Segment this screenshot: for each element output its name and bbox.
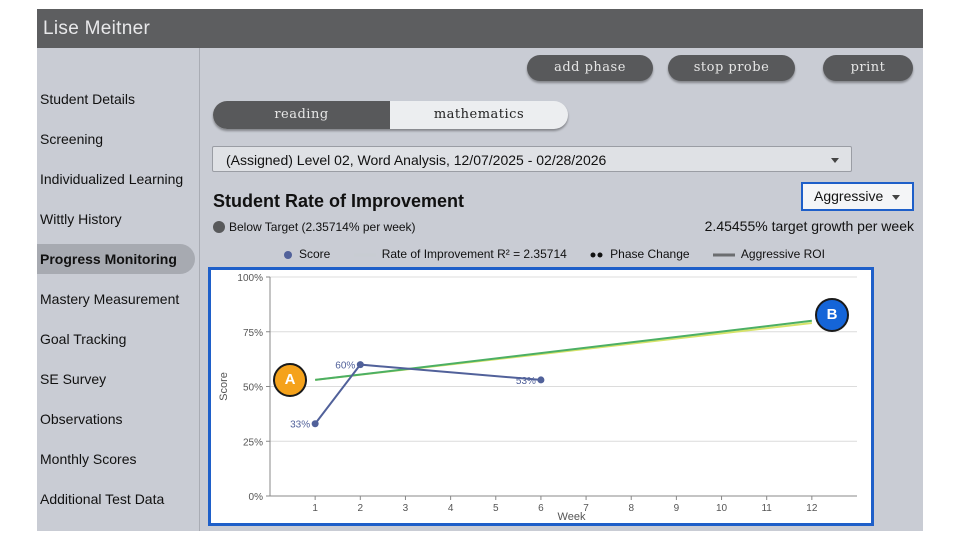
print-button[interactable]: print <box>823 55 913 81</box>
x-axis-title: Week <box>558 511 586 523</box>
chevron-down-icon <box>892 195 900 200</box>
target-growth: 2.45455% target growth per week <box>704 218 914 234</box>
x-tick-label: 8 <box>628 503 634 514</box>
add-phase-button[interactable]: add phase <box>527 55 653 81</box>
x-tick-label: 3 <box>403 503 409 514</box>
x-tick-label: 5 <box>493 503 499 514</box>
sidebar: Student Details Screening Individualized… <box>37 48 200 531</box>
roi-line-icon <box>353 253 376 257</box>
y-tick-label: 75% <box>243 328 263 339</box>
y-tick-label: 25% <box>243 437 263 448</box>
sidebar-item-additional-test-data[interactable]: Additional Test Data <box>40 491 165 507</box>
score-dot-icon <box>284 250 292 259</box>
assessment-select[interactable]: (Assigned) Level 02, Word Analysis, 12/0… <box>212 146 852 172</box>
x-tick-label: 10 <box>716 503 728 514</box>
aggressive-line-icon <box>712 253 735 257</box>
roi-status-text: Below Target (2.35714% per week) <box>229 220 416 234</box>
y-tick-label: 50% <box>243 383 263 394</box>
chart-legend: Score Rate of Improvement R² = 2.35714 P… <box>283 247 845 261</box>
roi-status: Below Target (2.35714% per week) <box>213 220 416 234</box>
x-tick-label: 7 <box>583 503 589 514</box>
student-name-title: Lise Meitner <box>37 9 923 48</box>
sidebar-item-individualized-learning[interactable]: Individualized Learning <box>40 171 184 187</box>
marker-a[interactable]: A <box>273 363 307 397</box>
section-title: Student Rate of Improvement <box>213 191 465 211</box>
score-data-label: 60% <box>335 361 355 372</box>
sidebar-item-screening[interactable]: Screening <box>40 131 104 147</box>
legend-label-score: Score <box>299 247 331 261</box>
aggressive-roi-line <box>315 319 812 381</box>
score-data-label: 53% <box>516 376 536 387</box>
legend-item-aggressive: Aggressive ROI <box>712 247 825 261</box>
x-tick-label: 11 <box>761 503 772 514</box>
sidebar-item-wittly-history[interactable]: Wittly History <box>40 211 122 227</box>
y-axis-title: Score <box>218 372 230 401</box>
score-point <box>537 376 545 384</box>
sidebar-item-monthly-scores[interactable]: Monthly Scores <box>40 451 137 467</box>
app-window: Lise Meitner Student Details Screening I… <box>37 9 923 531</box>
stop-probe-button[interactable]: stop probe <box>668 55 795 81</box>
x-tick-label: 12 <box>806 503 818 514</box>
assessment-select-value: (Assigned) Level 02, Word Analysis, 12/0… <box>226 152 607 168</box>
status-dot-icon <box>213 221 225 233</box>
roi-chart: 0%25%50%75%100%1 2 3 4 5 6 7 8 9 10 11 12WeekScore3… <box>218 273 857 523</box>
subject-toggle: reading mathematics <box>213 101 568 129</box>
sidebar-item-se-survey[interactable]: SE Survey <box>40 371 107 387</box>
x-tick-label: 6 <box>538 503 544 514</box>
chart-panel: 0% 25% 50% 75% 100% 1 2 3 4 5 6 7 8 9 10 11 12 Week Score 3… <box>208 267 874 526</box>
y-tick-label: 0% <box>249 492 264 503</box>
tab-mathematics[interactable]: mathematics <box>433 107 525 122</box>
x-tick-label: 4 <box>448 503 454 514</box>
x-tick-label: 2 <box>358 503 364 514</box>
roi-dropdown[interactable]: Aggressive <box>801 182 914 211</box>
legend-item-phase-change: Phase Change <box>590 247 690 261</box>
score-line <box>314 363 542 425</box>
legend-label-roi: Rate of Improvement R² = 2.35714 <box>381 247 567 261</box>
sidebar-item-progress-monitoring[interactable]: Progress Monitoring <box>37 244 195 274</box>
y-tick-label: 100% <box>237 273 263 284</box>
legend-label-phase-change: Phase Change <box>610 247 690 261</box>
x-tick-label: 9 <box>674 503 680 514</box>
sidebar-item-observations[interactable]: Observations <box>40 411 123 427</box>
phase-dots-icon <box>590 252 603 258</box>
chevron-down-icon <box>831 158 839 163</box>
tab-reading[interactable]: reading <box>213 101 390 129</box>
score-data-label: 33% <box>290 420 310 431</box>
score-point <box>311 420 319 428</box>
legend-item-score: Score <box>283 247 330 261</box>
legend-label-aggressive: Aggressive ROI <box>740 247 825 261</box>
sidebar-item-goal-tracking[interactable]: Goal Tracking <box>40 331 127 347</box>
roi-dropdown-value: Aggressive <box>814 188 884 204</box>
legend-item-roi: Rate of Improvement R² = 2.35714 <box>353 247 567 261</box>
sidebar-item-mastery-measurement[interactable]: Mastery Measurement <box>40 291 180 307</box>
x-tick-label: 1 <box>312 503 318 514</box>
score-point <box>356 361 364 369</box>
sidebar-item-student-details[interactable]: Student Details <box>40 91 135 107</box>
marker-b[interactable]: B <box>815 298 849 332</box>
